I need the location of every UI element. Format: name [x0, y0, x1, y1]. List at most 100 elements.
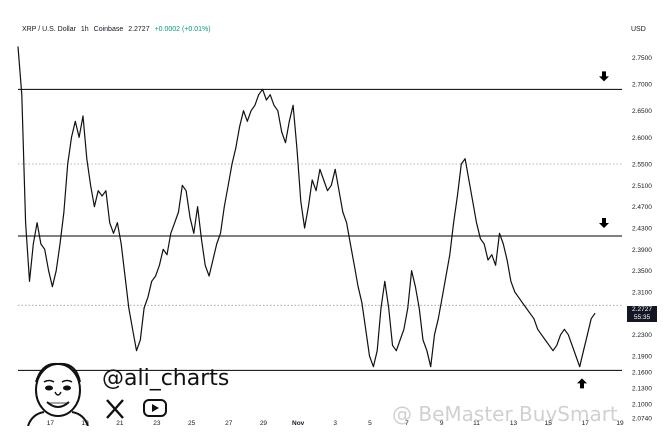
price-point [250, 110, 252, 112]
price-point [361, 302, 363, 304]
price-point [311, 179, 313, 181]
y-tick-label: 2.4300 [632, 226, 652, 233]
price-point [174, 222, 176, 224]
price-point [300, 200, 302, 202]
price-point [223, 206, 225, 208]
price-point [445, 275, 447, 277]
price-point [101, 195, 103, 197]
price-point [476, 222, 477, 224]
price-point [567, 334, 569, 336]
price-point [105, 190, 107, 192]
arrow-down-icon [599, 218, 609, 228]
x-tick-label: 3 [333, 420, 337, 427]
price-point [376, 350, 378, 352]
price-point [117, 222, 118, 224]
price-point [564, 328, 565, 330]
x-tick-label: 19 [616, 420, 624, 427]
price-point [246, 120, 248, 122]
x-axis: 17 19 21 23 25 27 29 Nov 3 5 7 9 11 13 15 17 19 [47, 420, 624, 427]
price-point [384, 280, 386, 282]
price-point [288, 120, 290, 122]
price-point [21, 94, 23, 96]
price-point [166, 254, 168, 256]
price-point [499, 232, 500, 234]
price-point [457, 195, 458, 197]
y-tick-label: 2.6000 [632, 135, 652, 142]
author-handle[interactable]: @ali_charts [102, 366, 230, 391]
x-tick-label: 7 [405, 420, 409, 427]
price-point [90, 184, 91, 186]
price-point [472, 200, 474, 202]
price-point [533, 318, 535, 320]
price-point [338, 190, 340, 192]
interval-label[interactable]: 1h [80, 26, 89, 33]
price-point [55, 270, 57, 272]
price-change: +0.0002 (+0.01%) [154, 26, 211, 33]
price-point [277, 110, 279, 112]
price-point [353, 264, 355, 266]
price-point [59, 243, 61, 245]
price-point [411, 270, 412, 272]
price-point [453, 222, 454, 224]
x-tick-label: 17 [582, 420, 590, 427]
x-tick-label: 27 [225, 420, 233, 427]
price-tag-price: 2.2727 [632, 306, 652, 314]
y-tick-label: 2.3900 [632, 247, 652, 254]
price-point [63, 211, 65, 213]
chart-header: XRP / U.S. Dollar 1h Coinbase 2.2727 +0.… [22, 26, 214, 33]
currency-label: USD [631, 26, 646, 33]
price-point [426, 350, 428, 352]
y-tick-label: 2.3100 [632, 290, 652, 297]
x-logo-icon[interactable] [104, 398, 126, 420]
price-point [327, 190, 328, 192]
price-point [464, 158, 466, 160]
price-point [36, 222, 38, 224]
price-point [541, 334, 542, 336]
y-tick-label: 2.3500 [632, 268, 652, 275]
price-point [430, 366, 432, 368]
x-tick-label: 15 [545, 420, 553, 427]
price-point [460, 163, 462, 165]
price-point [78, 136, 80, 138]
price-point [590, 318, 592, 320]
price-tag-countdown: 55:35 [633, 314, 651, 322]
price-point [552, 350, 554, 352]
price-point [71, 136, 72, 138]
y-tick-label: 2.0740 [632, 415, 652, 422]
price-point [434, 334, 435, 336]
price-point [281, 131, 283, 133]
y-tick-label: 2.1900 [632, 354, 652, 361]
price-point [510, 280, 512, 282]
price-point [143, 307, 145, 309]
price-point [594, 312, 596, 314]
price-point [239, 126, 241, 128]
y-axis: 2.7500 2.7000 2.6500 2.6000 2.5500 2.5100 2.47… [632, 55, 652, 423]
price-point [506, 259, 508, 261]
price-point [181, 184, 183, 186]
brand-block: @ali_charts [18, 356, 229, 426]
y-tick-label: 2.6500 [632, 108, 652, 115]
price-point [136, 350, 137, 352]
price-point [120, 243, 122, 245]
price-point [44, 248, 46, 250]
x-tick-label: 23 [153, 420, 161, 427]
price-point [556, 344, 558, 346]
price-point [583, 350, 584, 352]
levels-layer [18, 88, 622, 371]
youtube-icon[interactable] [142, 398, 168, 418]
price-point [323, 179, 325, 181]
price-point [155, 275, 157, 277]
price-point [170, 232, 172, 234]
price-point [273, 104, 275, 106]
price-point [162, 248, 164, 250]
price-point [537, 328, 539, 330]
y-tick-label: 2.2300 [632, 332, 652, 339]
x-tick-label: 11 [473, 420, 480, 427]
price-point [109, 222, 111, 224]
price-point [235, 147, 237, 149]
price-point [441, 296, 443, 298]
price-point [342, 211, 344, 213]
price-point [292, 104, 294, 106]
y-tick-label: 2.1300 [632, 386, 652, 393]
price-point [48, 270, 49, 272]
